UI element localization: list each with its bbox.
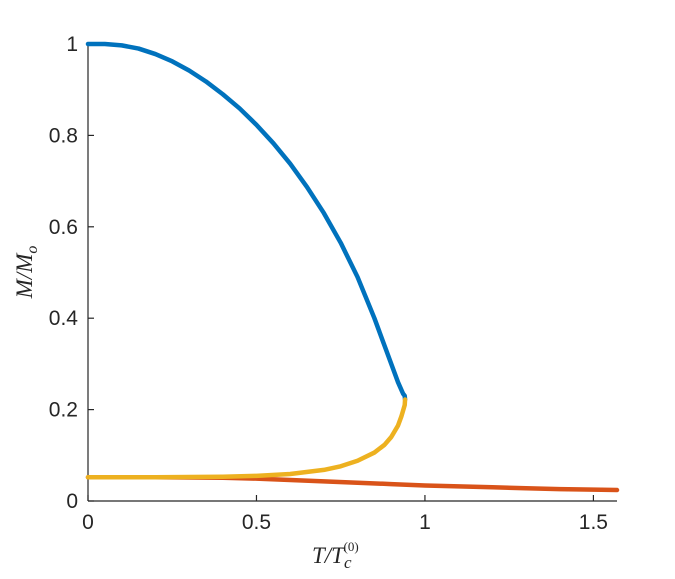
y-tick-label: 0.4 [49, 307, 79, 330]
plot-area: 0 0.5 1 1.5 0 0.2 0.4 0.6 0.8 1 [49, 33, 620, 534]
x-tick-label: 1.5 [579, 511, 608, 534]
x-axis-title: T/Tc(0) [312, 539, 359, 572]
series-line-yellow [85, 397, 408, 480]
y-axis-title: M/Mo [12, 246, 41, 300]
series-line-blue [85, 41, 408, 402]
y-tick-label: 0.6 [49, 216, 78, 239]
x-tick-label: 1 [419, 511, 431, 534]
y-axis-title-text: M/Mo [12, 246, 41, 300]
y-tick-label: 0.2 [49, 399, 78, 422]
x-tick-label: 0 [82, 511, 94, 534]
y-tick-label: 0.8 [49, 124, 78, 147]
series-group [85, 41, 620, 493]
x-tick-label: 0.5 [242, 511, 271, 534]
x-axis-title-text: T/Tc(0) [312, 539, 359, 572]
y-tick-label: 0 [66, 490, 78, 513]
ticks: 0 0.5 1 1.5 0 0.2 0.4 0.6 0.8 1 [49, 33, 608, 534]
y-tick-label: 1 [66, 33, 78, 56]
